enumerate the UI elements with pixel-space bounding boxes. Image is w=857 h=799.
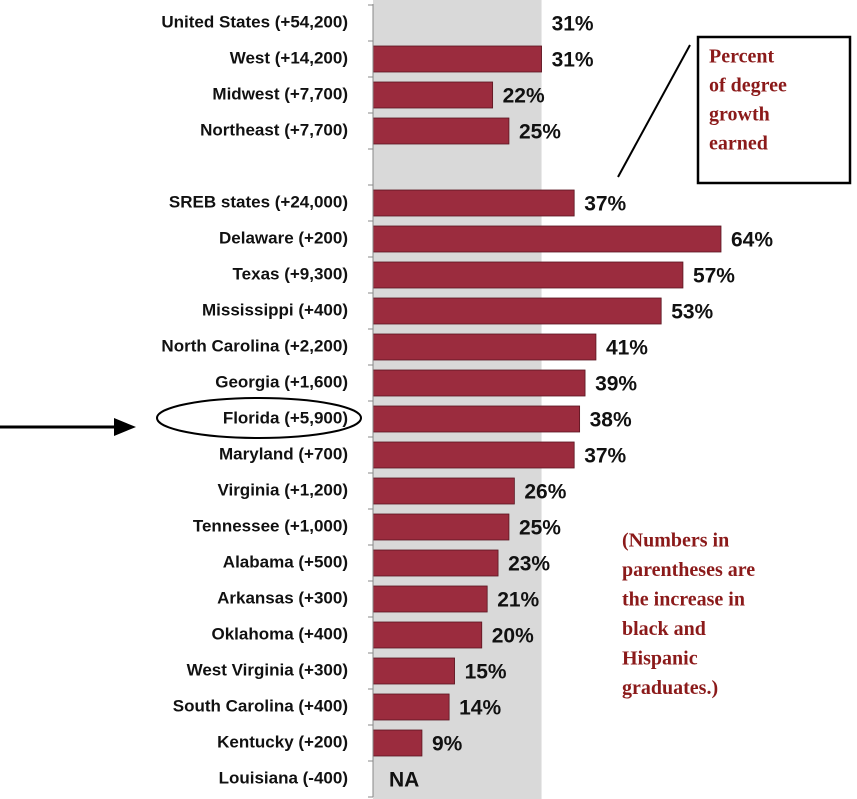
bar [372,297,662,325]
value-label: 25% [519,121,561,144]
highlight-ellipse [156,397,362,439]
bar [372,729,423,757]
value-label: 15% [465,661,507,684]
category-label: Delaware (+200) [219,228,348,247]
value-label: 23% [508,553,550,576]
bar [372,117,510,145]
category-label: Florida (+5,900) [223,408,348,427]
category-label: West Virginia (+300) [187,660,348,679]
annotation-line: black and [622,618,706,640]
value-label: 41% [606,337,648,360]
category-label: Georgia (+1,600) [215,372,348,391]
category-label: Tennessee (+1,000) [193,516,348,535]
category-label: North Carolina (+2,200) [161,336,348,355]
category-label: Louisiana (-400) [219,768,348,787]
value-label: 37% [584,445,626,468]
bar [372,189,575,217]
category-label: Northeast (+7,700) [200,120,348,139]
value-label: NA [389,769,419,792]
value-label: 26% [524,481,566,504]
value-label: 22% [503,85,545,108]
annotation-line: earned [709,133,768,155]
annotation-box [696,35,852,185]
value-label: 37% [584,193,626,216]
category-label: Mississippi (+400) [202,300,348,319]
annotation-line: growth [709,104,770,126]
bar [372,369,586,397]
bar [372,657,455,685]
category-label: West (+14,200) [230,48,348,67]
annotation-line: Percent [709,46,774,68]
category-label: Oklahoma (+400) [211,624,348,643]
value-label: 57% [693,265,735,288]
highlight-arrowhead [114,418,136,436]
annotation-line: of degree [709,75,787,97]
category-label: SREB states (+24,000) [169,192,348,211]
category-label: Midwest (+7,700) [212,84,348,103]
bar [372,477,515,505]
value-label: 31% [552,49,594,72]
bar [372,693,450,721]
category-label: South Carolina (+400) [173,696,348,715]
bar [372,45,542,73]
bar [372,261,684,289]
category-label: Virginia (+1,200) [217,480,348,499]
annotation-line: graduates.) [622,677,718,699]
category-label: Maryland (+700) [219,444,348,463]
annotation-line: Hispanic [622,648,698,670]
bar [372,225,722,253]
bar [372,585,488,613]
value-label: 31% [552,13,594,36]
bar [372,441,575,469]
value-label: 14% [459,697,501,720]
category-label: Texas (+9,300) [233,264,348,283]
value-label: 9% [432,733,463,756]
bar [372,549,499,577]
category-label: Arkansas (+300) [217,588,348,607]
value-label: 39% [595,373,637,396]
annotation-pointer [617,44,691,178]
bar [372,333,597,361]
annotation-line: the increase in [622,589,745,611]
bar [372,405,581,433]
category-label: United States (+54,200) [161,12,348,31]
category-label: Alabama (+500) [223,552,348,571]
value-label: 38% [590,409,632,432]
bar [372,513,510,541]
bar [372,81,494,109]
annotation-line: parentheses are [622,559,755,581]
category-label: Kentucky (+200) [217,732,348,751]
value-label: 20% [492,625,534,648]
bar [372,621,483,649]
value-label: 21% [497,589,539,612]
value-label: 53% [671,301,713,324]
value-label: 25% [519,517,561,540]
value-label: 64% [731,229,773,252]
annotation-line: (Numbers in [622,530,729,552]
